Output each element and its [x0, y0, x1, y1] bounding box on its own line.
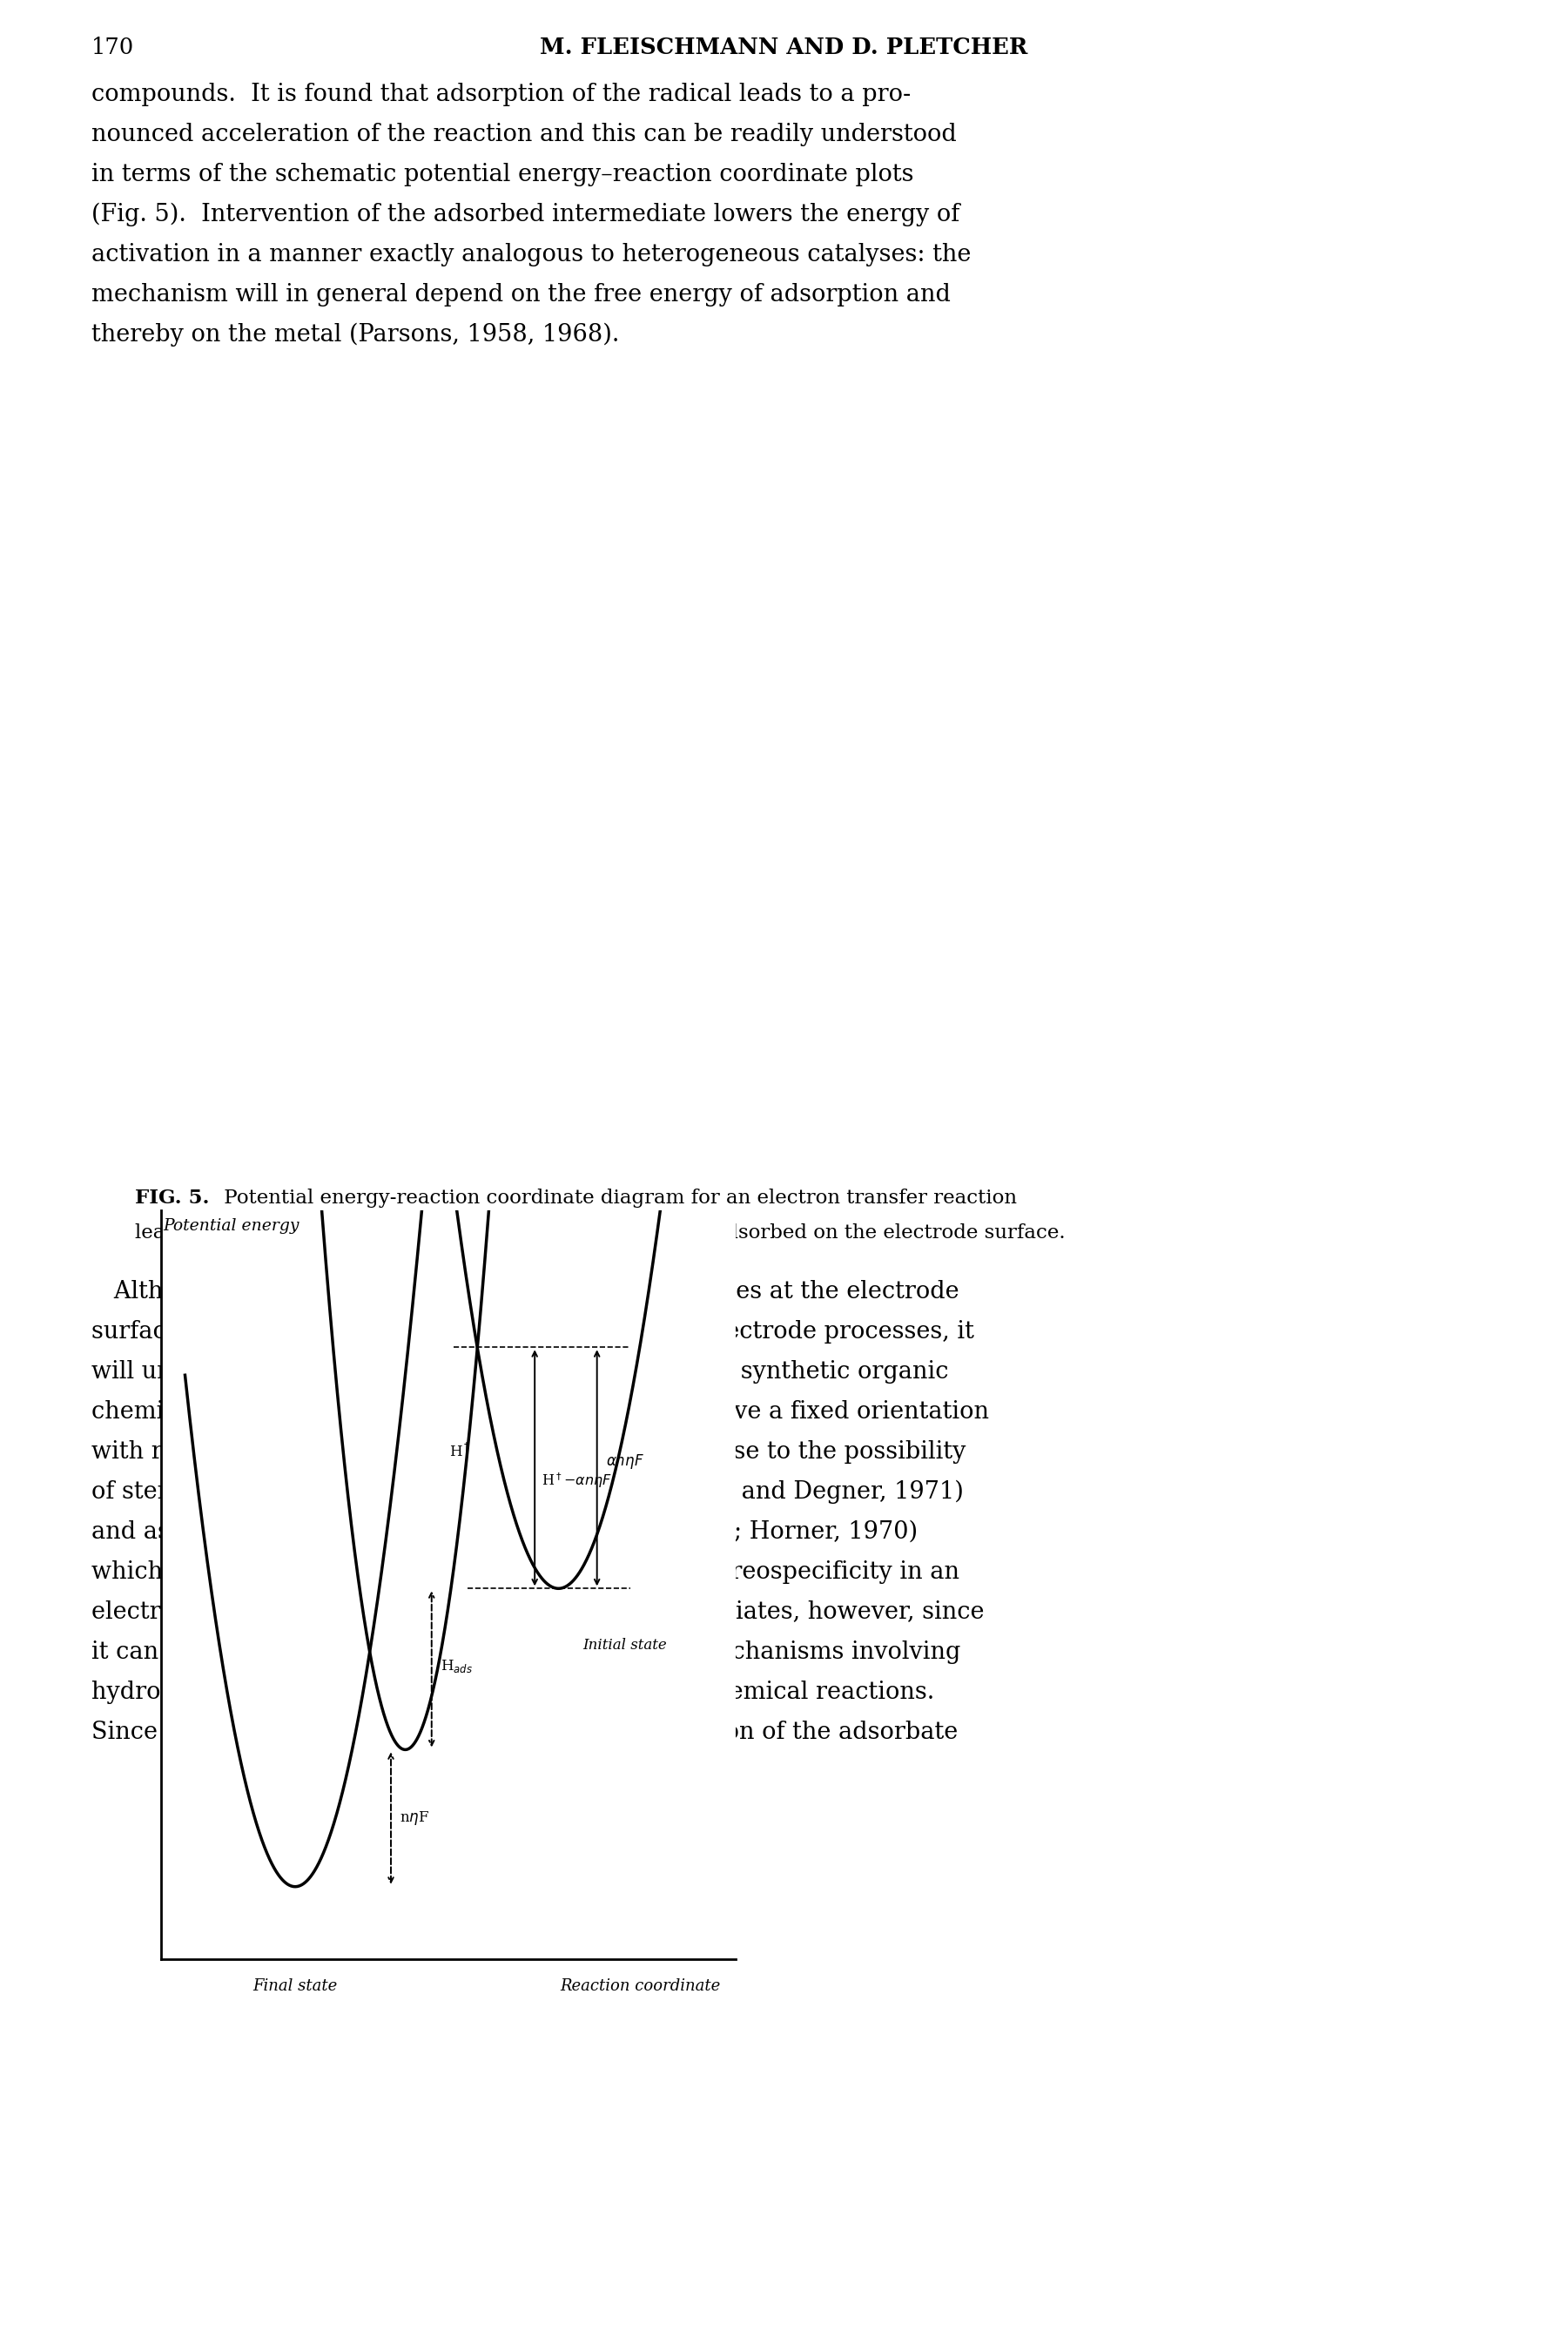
Text: with respect to the electrode surface and this gives rise to the possibility: with respect to the electrode surface an… — [91, 1441, 966, 1465]
Text: it can arise from free intermediates in solution by mechanisms involving: it can arise from free intermediates in … — [91, 1641, 961, 1665]
Text: (Fig. 5).  Intervention of the adsorbed intermediate lowers the energy of: (Fig. 5). Intervention of the adsorbed i… — [91, 202, 960, 226]
Text: Final state: Final state — [252, 1980, 337, 1994]
Text: hydrogen bonds or ion pairing as in homogeneous chemical reactions.: hydrogen bonds or ion pairing as in homo… — [91, 1681, 935, 1704]
Text: mechanism will in general depend on the free energy of adsorption and: mechanism will in general depend on the … — [91, 282, 950, 306]
Text: compounds.  It is found that adsorption of the radical leads to a pro-: compounds. It is found that adsorption o… — [91, 82, 911, 106]
Text: of stereospecific reactions (Feokstistov, 1968; Horner and Degner, 1971): of stereospecific reactions (Feokstistov… — [91, 1481, 964, 1505]
Text: activation in a manner exactly analogous to heterogeneous catalyses: the: activation in a manner exactly analogous… — [91, 242, 971, 266]
Text: which are not possible to homogeneous solution.  Stereospecificity in an: which are not possible to homogeneous so… — [91, 1561, 960, 1585]
Text: will undoubtedly prove to be of special interest to the synthetic organic: will undoubtedly prove to be of special … — [91, 1361, 949, 1385]
Text: leading to a product adsorbed on the electrode surface.: leading to a product adsorbed on the ele… — [135, 1223, 698, 1244]
Text: n$\eta$F: n$\eta$F — [400, 1810, 430, 1827]
Text: Potential energy: Potential energy — [163, 1218, 299, 1234]
Text: electrode process is not a proof of adsorbed intermediates, however, since: electrode process is not a proof of adso… — [91, 1601, 985, 1625]
Text: Reaction coordinate: Reaction coordinate — [560, 1980, 720, 1994]
Text: Although the concept of adsorption of organic species at the electrode: Although the concept of adsorption of or… — [91, 1279, 960, 1302]
Text: Initial state: Initial state — [582, 1639, 666, 1653]
Text: Potential energy-reaction coordinate diagram for an electron transfer reaction: Potential energy-reaction coordinate dia… — [218, 1190, 1018, 1208]
Text: H$^\dagger\!-\!\alpha n\eta F$: H$^\dagger\!-\!\alpha n\eta F$ — [543, 1472, 613, 1491]
Text: and asymmetric syntheses (Horner and Skaletz, 1971; Horner, 1970): and asymmetric syntheses (Horner and Ska… — [91, 1521, 917, 1545]
Text: $\alpha n\eta F$: $\alpha n\eta F$ — [605, 1453, 644, 1472]
Text: surface is necessary to the understanding of many electrode processes, it: surface is necessary to the understandin… — [91, 1319, 974, 1342]
Text: Since the degree of adsorption and also the orientation of the adsorbate: Since the degree of adsorption and also … — [91, 1721, 958, 1744]
Text: thereby on the metal (Parsons, 1958, 1968).: thereby on the metal (Parsons, 1958, 196… — [91, 322, 619, 348]
Text: H$^\dagger$: H$^\dagger$ — [448, 1444, 470, 1460]
Text: chemist since the adsorbed molecules are likely to have a fixed orientation: chemist since the adsorbed molecules are… — [91, 1401, 989, 1425]
Text: nounced acceleration of the reaction and this can be readily understood: nounced acceleration of the reaction and… — [91, 122, 956, 146]
Text: 170: 170 — [91, 38, 135, 59]
Text: in terms of the schematic potential energy–reaction coordinate plots: in terms of the schematic potential ener… — [91, 162, 914, 186]
Text: leading to a product adsorbed on the electrode surface.: leading to a product adsorbed on the ele… — [503, 1223, 1065, 1244]
Text: FIG. 5.: FIG. 5. — [135, 1190, 210, 1208]
Text: H$_{ads}$: H$_{ads}$ — [441, 1657, 472, 1674]
Text: M. FLEISCHMANN AND D. PLETCHER: M. FLEISCHMANN AND D. PLETCHER — [539, 38, 1029, 59]
